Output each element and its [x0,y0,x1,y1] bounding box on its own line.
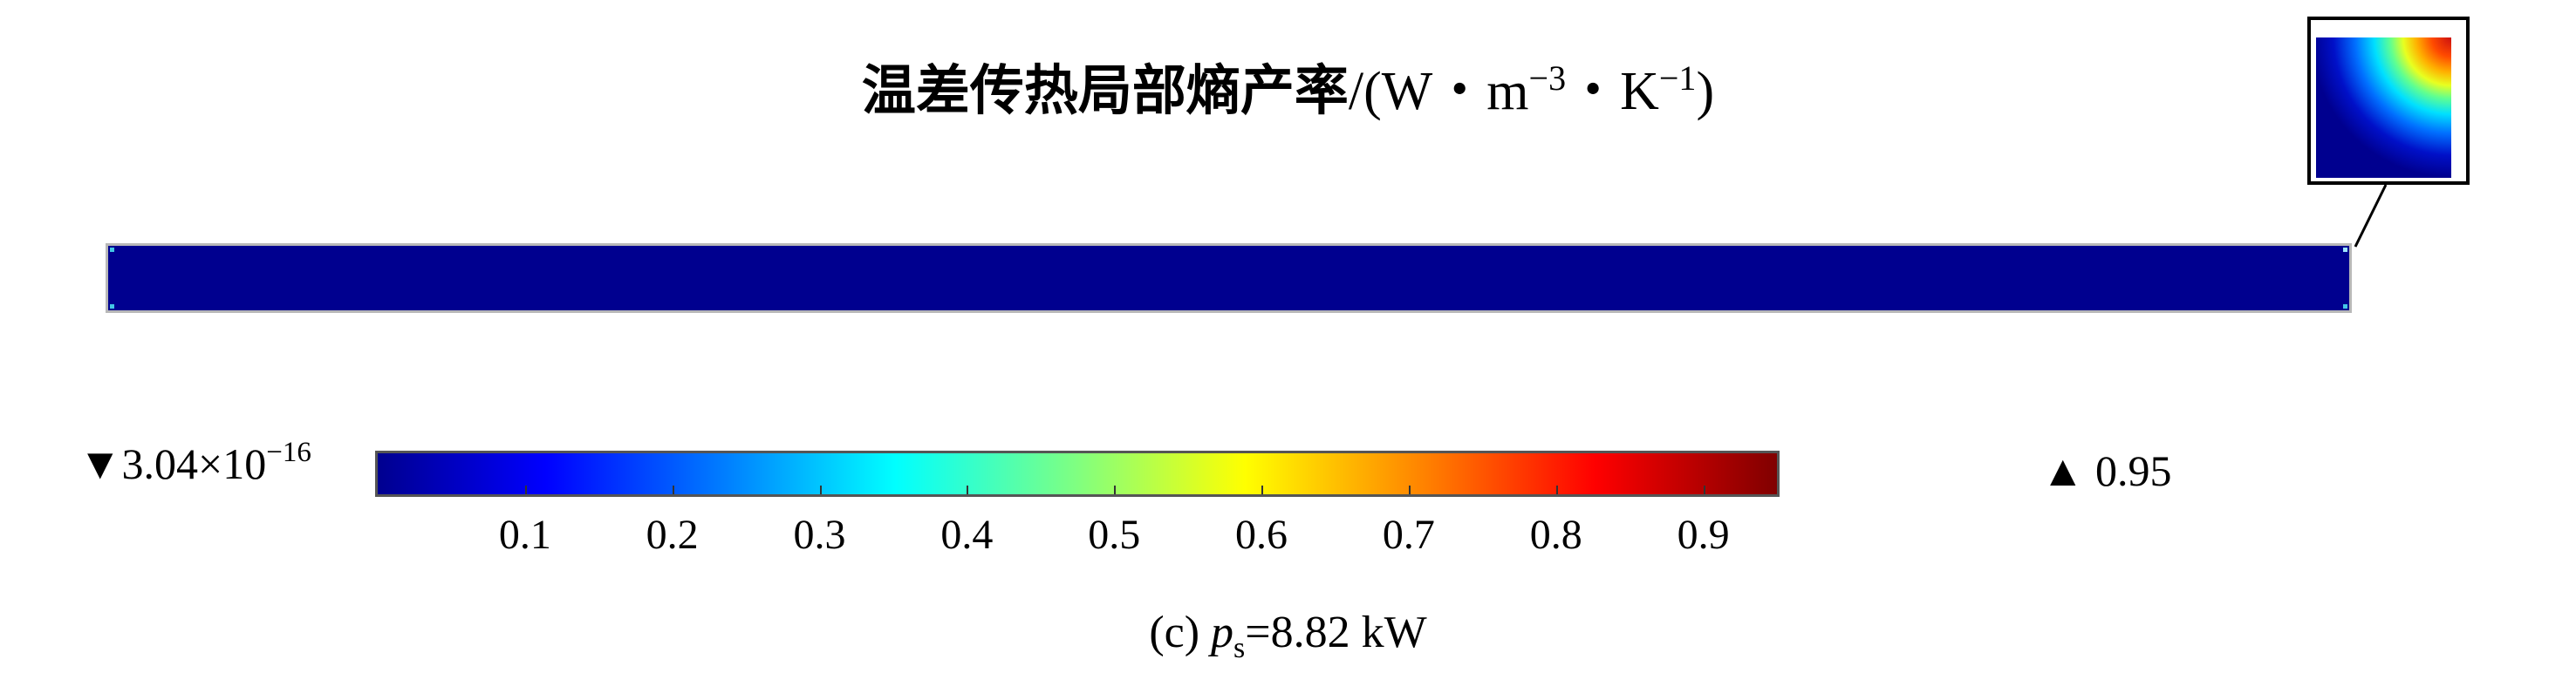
field-heatmap [106,243,2352,313]
colorbar-tick-mark [524,486,527,494]
min-mantissa: 3.04×10 [121,439,267,488]
colorbar-tick-label: 0.4 [940,512,994,558]
colorbar-tick-mark [967,486,969,494]
colorbar-tick-mark [1261,486,1264,494]
corner-speck [110,248,114,252]
figure-caption: (c) ps=8.82 kW [0,610,2576,663]
colorbar-tick-label: 0.2 [646,512,699,558]
corner-speck [110,304,114,309]
colorbar-tick-label: 0.9 [1677,512,1730,558]
title-unit-exp1: −3 [1528,58,1567,98]
colorbar-tick-label: 0.1 [498,512,551,558]
colorbar-tick-mark [819,486,822,494]
title-unit-exp2: −1 [1658,58,1697,98]
corner-speck [2343,248,2347,252]
title-unit-prefix: /(W・m [1348,62,1529,121]
colorbar-max-label: ▲ 0.95 [2041,446,2172,495]
colorbar [375,451,1780,497]
colorbar-tick-label: 0.8 [1529,512,1582,558]
caption-value: =8.82 kW [1245,608,1427,657]
caption-var: p [1211,608,1234,657]
colorbar-tick-mark [672,486,674,494]
colorbar-tick-mark [1703,486,1705,494]
corner-speck [2343,304,2347,309]
min-marker: ▼ [79,439,122,488]
title-unit-suffix: ) [1696,62,1715,121]
colorbar-min-label: ▼3.04×10−16 [79,438,311,486]
colorbar-tick-mark [1408,486,1411,494]
colorbar-tick-label: 0.5 [1088,512,1141,558]
min-exponent: −16 [266,437,311,468]
inset-heatmap [2316,37,2451,178]
colorbar-tick-label: 0.6 [1235,512,1288,558]
zoom-inset [2307,17,2470,185]
colorbar-tick-mark [1555,486,1558,494]
title-unit-mid: ・K [1566,62,1659,121]
caption-prefix: (c) [1149,608,1212,657]
inset-connector-line [2354,184,2388,248]
chart-title: 温差传热局部熵产率/(W・m−3・K−1) [0,61,2576,119]
colorbar-tick-mark [1114,486,1117,494]
caption-sub: s [1233,632,1246,664]
title-main: 温差传热局部熵产率 [861,58,1349,122]
colorbar-tick-label: 0.7 [1382,512,1435,558]
colorbar-tick-label: 0.3 [793,512,846,558]
